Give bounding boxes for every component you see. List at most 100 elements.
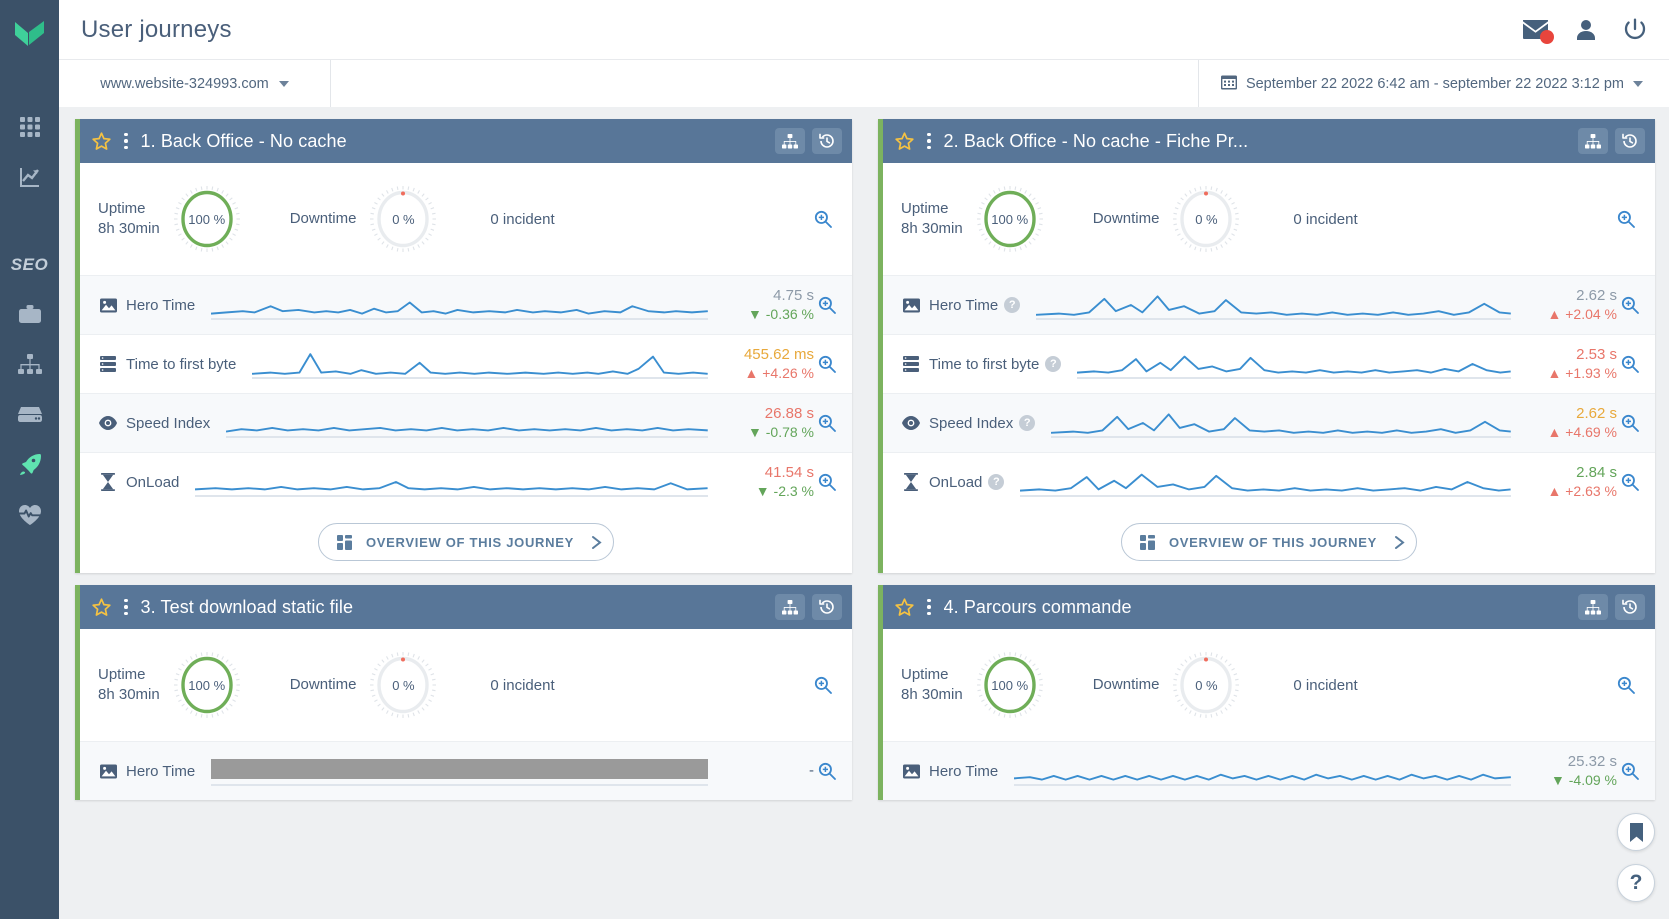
card-menu-icon[interactable]: [923, 131, 935, 152]
card-header: 4. Parcours commande: [883, 585, 1655, 629]
history-button[interactable]: [1615, 128, 1645, 154]
metric-zoom-icon[interactable]: [1617, 414, 1639, 432]
sidebar-item-sitemap[interactable]: [0, 340, 59, 390]
app-logo[interactable]: [10, 14, 50, 54]
favorite-star-icon[interactable]: [895, 597, 914, 617]
help-fab[interactable]: ?: [1617, 864, 1655, 902]
main-area: User journeys www.website-324993.com: [59, 0, 1669, 919]
sitemap-view-button[interactable]: [775, 594, 805, 620]
date-range-label: September 22 2022 6:42 am - september 22…: [1245, 75, 1624, 92]
sparkline-baseline: [252, 377, 708, 379]
metric-sparkline[interactable]: [211, 755, 708, 787]
sidebar-item-analytics[interactable]: [0, 152, 59, 202]
analytics-icon: [18, 165, 42, 189]
favorite-star-icon[interactable]: [92, 597, 111, 617]
sitemap-icon: [17, 354, 42, 376]
metric-sparkline[interactable]: [1014, 755, 1511, 787]
uptime-label: Uptime 8h 30min: [901, 665, 963, 706]
sidebar-item-journeys[interactable]: [0, 440, 59, 490]
summary-zoom-icon[interactable]: [1617, 676, 1639, 694]
uptime-value: 100 %: [991, 211, 1029, 227]
incident-count: 0 incident: [1293, 676, 1358, 694]
summary-zoom-icon[interactable]: [814, 210, 836, 228]
metric-zoom-icon[interactable]: [814, 762, 836, 780]
briefcase-icon: [18, 304, 42, 326]
favorite-star-icon[interactable]: [895, 131, 914, 151]
sidebar-item-briefcase[interactable]: [0, 290, 59, 340]
metric-values: 26.88 s ▼ -0.78 %: [722, 405, 814, 442]
metric-value: 26.88 s: [764, 404, 814, 422]
metric-label: Time to first byte: [126, 355, 237, 373]
metric-sparkline[interactable]: [1077, 348, 1511, 380]
heartbeat-icon: [18, 504, 42, 526]
card-header: 1. Back Office - No cache: [80, 119, 852, 163]
overview-journey-button[interactable]: OVERVIEW OF THIS JOURNEY: [318, 523, 614, 561]
dashboard-icon: [1140, 534, 1155, 550]
metric-zoom-icon[interactable]: [814, 414, 836, 432]
metric-zoom-icon[interactable]: [1617, 473, 1639, 491]
metric-value: 455.62 ms: [743, 345, 814, 363]
card-summary: Uptime 8h 30min 100 % Downtime 0 % 0 inc…: [883, 629, 1655, 741]
metric-zoom-icon[interactable]: [814, 296, 836, 314]
card-menu-icon[interactable]: [120, 131, 132, 152]
metric-help-icon[interactable]: ?: [1019, 415, 1036, 431]
summary-zoom-icon[interactable]: [1617, 210, 1639, 228]
metric-sparkline[interactable]: [1036, 289, 1511, 321]
sidebar-item-seo[interactable]: SEO: [0, 240, 59, 290]
metric-sparkline[interactable]: [211, 289, 708, 321]
eye-icon: [901, 416, 921, 430]
uptime-gauge: 100 %: [172, 650, 242, 720]
uptime-title: Uptime: [901, 199, 949, 217]
favorite-star-icon[interactable]: [92, 131, 111, 151]
metric-values: 455.62 ms ▲ +4.26 %: [722, 346, 814, 383]
sidebar-item-server[interactable]: [0, 390, 59, 440]
metric-delta: ▲ +4.26 %: [744, 365, 814, 382]
metric-zoom-icon[interactable]: [814, 355, 836, 373]
history-button[interactable]: [812, 594, 842, 620]
card-menu-icon[interactable]: [923, 597, 935, 618]
card-header: 3. Test download static file: [80, 585, 852, 629]
user-icon[interactable]: [1575, 19, 1597, 41]
card-footer: OVERVIEW OF THIS JOURNEY: [80, 511, 852, 573]
sparkline-baseline: [211, 784, 708, 786]
card-title: 4. Parcours commande: [943, 596, 1132, 617]
metric-value: 2.62 s: [1576, 286, 1617, 304]
mail-icon[interactable]: [1522, 19, 1554, 44]
sidebar-item-grid[interactable]: [0, 102, 59, 152]
history-button[interactable]: [1615, 594, 1645, 620]
metric-delta: ▼ -4.09 %: [1551, 772, 1617, 789]
sidebar-item-monitoring[interactable]: [0, 490, 59, 540]
metric-sparkline[interactable]: [1051, 407, 1511, 439]
metric-sparkline[interactable]: [252, 348, 708, 380]
metric-value: 2.53 s: [1576, 345, 1617, 363]
date-range-selector[interactable]: September 22 2022 6:42 am - september 22…: [1199, 60, 1669, 107]
sitemap-view-button[interactable]: [1578, 128, 1608, 154]
power-icon[interactable]: [1623, 17, 1647, 42]
metric-zoom-icon[interactable]: [1617, 355, 1639, 373]
chevron-right-icon: [590, 535, 603, 550]
metric-zoom-icon[interactable]: [814, 473, 836, 491]
card-menu-icon[interactable]: [120, 597, 132, 618]
sitemap-view-button[interactable]: [1578, 594, 1608, 620]
sitemap-view-button[interactable]: [775, 128, 805, 154]
metric-values: 41.54 s ▼ -2.3 %: [722, 464, 814, 501]
filter-bar: www.website-324993.com September 22 2022…: [59, 59, 1669, 107]
metric-sparkline[interactable]: [1020, 466, 1511, 498]
sparkline-baseline: [1051, 436, 1511, 438]
metric-zoom-icon[interactable]: [1617, 762, 1639, 780]
card-title: 1. Back Office - No cache: [140, 130, 347, 151]
history-button[interactable]: [812, 128, 842, 154]
metric-help-icon[interactable]: ?: [1004, 297, 1021, 313]
metric-help-icon[interactable]: ?: [1045, 356, 1062, 372]
metric-sparkline[interactable]: [226, 407, 708, 439]
summary-zoom-icon[interactable]: [814, 676, 836, 694]
site-selector[interactable]: www.website-324993.com: [59, 60, 331, 107]
metric-sparkline[interactable]: [195, 466, 708, 498]
uptime-label: Uptime 8h 30min: [98, 199, 160, 240]
metric-zoom-icon[interactable]: [1617, 296, 1639, 314]
notification-badge: [1540, 30, 1554, 44]
metric-values: 4.75 s ▼ -0.36 %: [722, 287, 814, 324]
metric-help-icon[interactable]: ?: [988, 474, 1005, 490]
overview-journey-button[interactable]: OVERVIEW OF THIS JOURNEY: [1121, 523, 1417, 561]
bookmark-fab[interactable]: [1617, 813, 1655, 851]
